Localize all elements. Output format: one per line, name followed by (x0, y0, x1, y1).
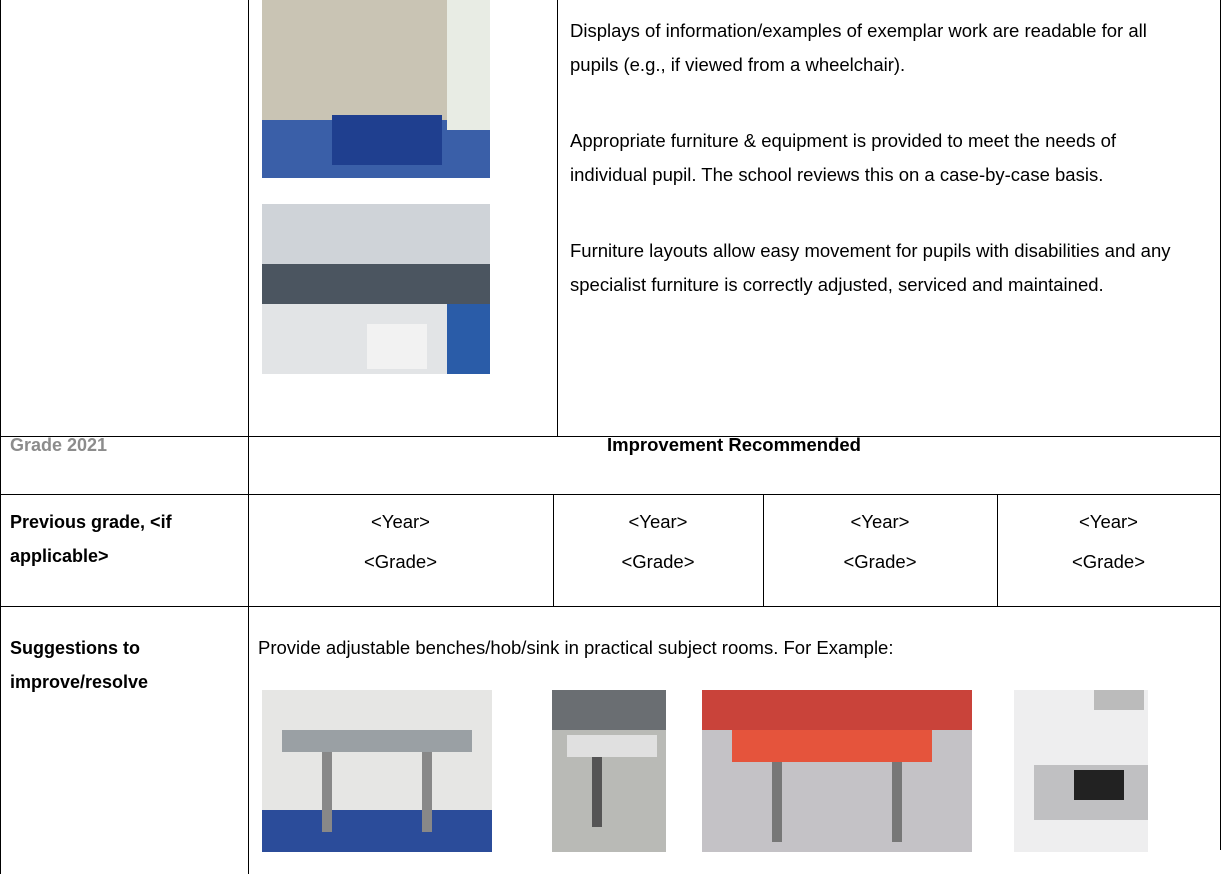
year: <Year> (1079, 511, 1138, 532)
table-border (0, 494, 1221, 495)
suggestion-text: Provide adjustable benches/hob/sink in p… (258, 637, 894, 658)
row-label: Suggestions to improve/resolve (10, 638, 149, 692)
grade: <Grade> (1071, 551, 1146, 572)
table-border (0, 0, 1, 874)
photo (262, 690, 492, 852)
grade: <Grade> (843, 551, 917, 572)
table-border (763, 494, 764, 606)
row-label: Grade 2021 (10, 435, 108, 455)
grade-value: Improvement Recommended (607, 434, 861, 455)
photo (262, 204, 490, 374)
year: <Year> (850, 511, 910, 532)
table-border (1220, 0, 1221, 850)
table-border (557, 0, 558, 436)
paragraph: Displays of information/examples of exem… (570, 20, 1147, 75)
photo (552, 690, 666, 852)
photo (702, 690, 972, 852)
photo (1014, 690, 1148, 852)
table-border (553, 494, 554, 606)
table-border (997, 494, 998, 606)
year: <Year> (628, 511, 688, 532)
paragraph: Appropriate furniture & equipment is pro… (570, 130, 1117, 185)
photo (262, 0, 490, 178)
grade: <Grade> (363, 551, 438, 572)
grade: <Grade> (621, 551, 695, 572)
table-border (248, 0, 249, 874)
row-label: Previous grade, <if applicable> (10, 512, 172, 566)
year: <Year> (371, 511, 430, 532)
table-border (0, 436, 1221, 437)
paragraph: Furniture layouts allow easy movement fo… (570, 240, 1171, 295)
table-border (0, 606, 1221, 607)
